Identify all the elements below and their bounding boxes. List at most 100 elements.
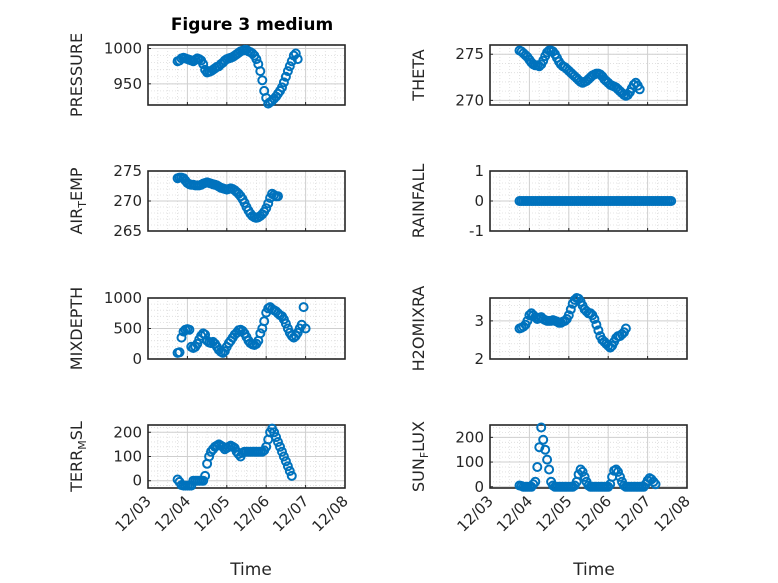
x-tick-label: 12/08 [651,492,694,535]
data-point [589,314,600,324]
data-point [613,466,623,477]
data-point [275,441,285,452]
y-tick-label: 1000 [104,40,142,58]
data-point [259,316,270,327]
x-tick-label: 12/04 [151,492,194,535]
data-point [524,310,535,321]
y-tick-label: 270 [455,91,484,109]
x-tick-label: 12/08 [309,492,352,535]
y-tick-label: 1000 [104,289,142,307]
x-tick-label: 12/03 [454,492,497,535]
y-tick-label: 0 [474,192,484,210]
y-tick-label: 265 [113,222,142,240]
figure-title: Figure 3 medium [171,15,333,35]
subplot-7: 0 100 200 TERRMSL 12/0312/0412/0512/0612/071… [67,421,352,535]
y-tick-label: 0 [132,472,142,490]
y-axis-label: AIRTEMP [67,167,89,234]
y-axis-label: TERRMSL [67,421,89,493]
data-point [263,198,274,209]
data-point [544,464,555,475]
data-point [540,444,551,455]
data-point [284,61,295,72]
x-tick-label: 12/03 [112,492,155,535]
data-point [591,319,602,330]
y-tick-label: 0 [474,478,484,496]
data-point [280,456,291,467]
data-point [251,54,262,65]
data-point [593,325,604,336]
data-point [280,71,291,82]
data-point [200,329,211,340]
x-tick-label: 12/04 [493,492,536,535]
data-point [532,462,543,472]
subplot-5: 0 500 1000 MIXDEPTH [67,287,346,370]
data-point [290,48,301,59]
x-axis-label-right: Time [572,560,615,580]
data-point [278,451,289,462]
data-point [615,471,625,482]
x-tick-label: 12/05 [190,492,233,535]
axes-box [489,297,688,360]
subplot-3: 265 270 275 AIRTEMP [67,162,346,240]
data-point [538,434,549,445]
subplot-6: 2 3 H2OMIXRA [409,286,688,372]
data-point [261,203,272,214]
data-point [282,66,293,77]
data-point [269,427,280,438]
data-point [577,466,588,477]
data-point [277,446,287,457]
y-tick-label: 2 [474,350,484,368]
y-tick-label: 950 [113,75,142,93]
data-point [257,75,268,86]
subplot-8: 0 100 200 SUNFLUX 12/0312/0412/0512/0612/071… [409,421,694,535]
y-tick-label: 270 [113,192,142,210]
axes-box [489,44,688,106]
y-axis-label: PRESSURE [67,33,86,117]
y-tick-label: 0 [132,350,142,368]
x-tick-label: 12/07 [611,492,654,535]
data-point [282,461,293,472]
y-tick-label: 1 [474,162,484,180]
y-tick-label: 500 [113,320,142,338]
data-point [620,323,631,334]
y-tick-label: 200 [455,428,484,446]
data-point [200,470,211,481]
x-tick-label: 12/06 [572,492,615,535]
y-tick-label: 100 [455,453,484,471]
y-axis-label: SUNFLUX [409,421,431,492]
data-point [273,191,283,202]
data-point [292,54,303,65]
y-axis-label: MIXDEPTH [67,287,86,370]
data-point [634,84,645,95]
data-point [198,475,209,486]
data-point [575,464,586,475]
x-tick-label: 12/05 [532,492,575,535]
data-point [277,82,287,93]
data-point [284,466,295,476]
data-point [255,66,266,77]
y-axis-label: THETA [409,49,428,101]
x-tick-label: 12/06 [230,492,273,535]
y-tick-label: 200 [113,423,142,441]
y-axis-label: RAINFALL [409,164,428,239]
y-tick-label: 275 [455,45,484,63]
data-point [271,432,282,443]
y-tick-label: 100 [113,448,142,466]
data-point [198,59,209,70]
data-point [280,318,291,329]
data-point [255,328,266,339]
y-tick-label: 3 [474,312,484,330]
data-point [536,422,547,433]
y-axis-label: H2OMIXRA [409,286,428,372]
data-point [534,442,545,453]
data-point [300,323,311,334]
data-point [184,324,195,335]
data-point [666,196,677,206]
subplot-4: -1 0 1 RAINFALL [409,162,688,240]
data-point [522,315,533,326]
data-point [650,479,661,490]
data-point [579,471,590,482]
data-point [176,332,187,343]
